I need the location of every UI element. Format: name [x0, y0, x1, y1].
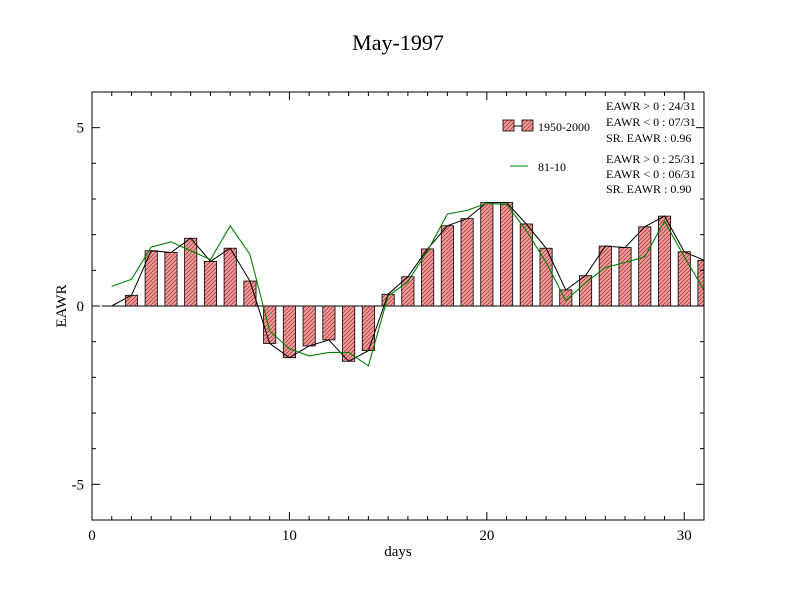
bar-day-20	[480, 202, 494, 307]
y-axis: -5 0 5	[72, 91, 704, 521]
y-tick-label--5: -5	[72, 477, 85, 493]
lines-group	[111, 202, 704, 367]
bar-day-19	[460, 218, 474, 307]
bar-day-18	[440, 225, 454, 307]
bar-day-22	[519, 223, 533, 307]
x-tick-label-0: 0	[88, 528, 96, 544]
legend-label-81-10: 81-10	[538, 160, 566, 174]
chart-title: May-1997	[352, 30, 444, 55]
bar-day-21	[500, 202, 514, 307]
x-axis: 0 10 20 30	[88, 92, 705, 544]
y-tick-label-0: 0	[77, 299, 85, 315]
bar-day-9	[263, 305, 277, 344]
bar-day-27	[618, 247, 632, 307]
bar-day-31	[697, 259, 704, 307]
stats-box: EAWR > 0 : 24/31 EAWR < 0 : 07/31 SR. EA…	[606, 99, 696, 196]
stats-1950-line-2: EAWR < 0 : 07/31	[606, 115, 696, 129]
bar-day-30	[677, 251, 691, 307]
x-axis-label: days	[384, 544, 412, 560]
bar-day-6	[203, 261, 217, 307]
legend-label-1950-2000: 1950-2000	[538, 120, 590, 134]
series-line-81-10	[111, 202, 704, 367]
legend: 1950-2000 81-10	[502, 119, 590, 174]
bar-day-4	[164, 252, 178, 307]
legend-bar-swatch-right	[521, 119, 534, 132]
bars-group	[101, 202, 704, 362]
stats-8110-line-1: EAWR > 0 : 25/31	[606, 152, 696, 166]
y-axis-label: EAWR	[54, 285, 70, 328]
x-tick-label-10: 10	[282, 528, 297, 544]
x-tick-label-30: 30	[677, 528, 692, 544]
stats-1950-line-1: EAWR > 0 : 24/31	[606, 99, 696, 113]
x-tick-label-20: 20	[479, 528, 494, 544]
bar-day-7	[223, 247, 237, 307]
stats-8110-line-2: EAWR < 0 : 06/31	[606, 167, 696, 181]
y-tick-label-5: 5	[77, 121, 85, 137]
stats-1950-line-3: SR. EAWR : 0.96	[606, 131, 691, 145]
bar-day-3	[144, 250, 158, 307]
bar-day-28	[638, 226, 652, 307]
bar-day-25	[579, 275, 593, 307]
bar-day-26	[598, 245, 612, 307]
stats-8110-line-3: SR. EAWR : 0.90	[606, 182, 691, 196]
bar-day-11	[302, 305, 316, 347]
legend-bar-swatch-left	[502, 119, 515, 132]
series-line-1950-2000	[111, 202, 704, 362]
bar-day-14	[361, 305, 375, 351]
bar-day-12	[322, 305, 336, 341]
bar-day-2	[124, 294, 139, 307]
